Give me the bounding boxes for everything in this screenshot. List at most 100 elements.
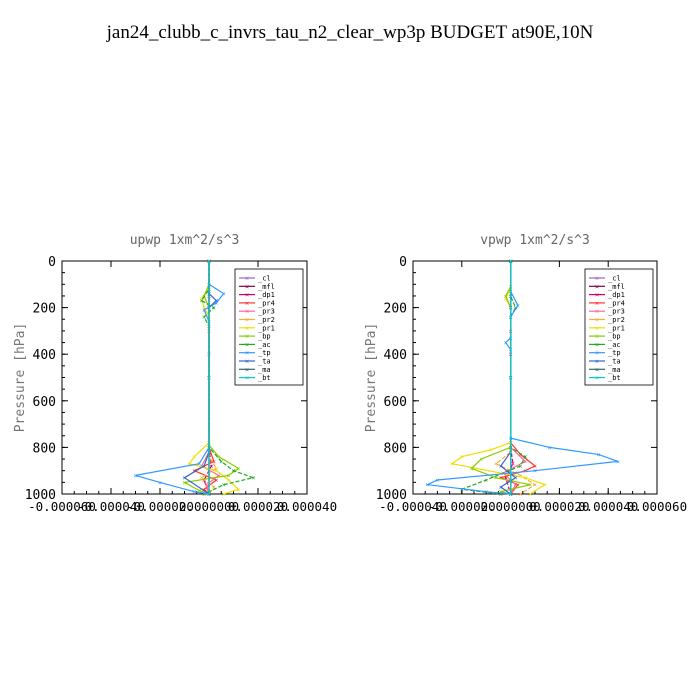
legend-label: _pr4: [258, 299, 275, 307]
series-marker: ×: [214, 477, 218, 485]
series-marker: ×: [484, 477, 488, 485]
series-marker: ×: [197, 460, 201, 468]
legend-marker: ×: [595, 341, 599, 349]
series-marker: ×: [504, 474, 508, 482]
series-marker: ×: [511, 460, 515, 468]
y-tick-label: 600: [384, 395, 407, 410]
series-marker: ×: [207, 491, 211, 499]
series-marker: ×: [489, 446, 493, 454]
series-marker: ×: [214, 465, 218, 473]
series-line-bp: [182, 261, 240, 495]
series-marker: ×: [214, 297, 218, 305]
series-line-ac: [461, 261, 526, 495]
series-marker: ×: [200, 295, 204, 303]
series-marker: ×: [523, 474, 527, 482]
series-marker: ×: [460, 453, 464, 461]
legend-label: _pr4: [608, 299, 625, 307]
legend-label: _mfl: [258, 283, 275, 291]
panel-title: vpwp 1xm^2/s^3: [480, 233, 590, 248]
x-tick-label: -0.000040: [77, 499, 145, 514]
series-marker: ×: [209, 463, 213, 471]
legend-label: _bt: [608, 374, 621, 382]
legend-marker: ×: [595, 283, 599, 291]
series-marker: ×: [499, 488, 503, 496]
series-marker: ×: [207, 491, 211, 499]
legend-box: [584, 268, 654, 386]
series-marker: ×: [523, 458, 527, 466]
legend-label: _tp: [608, 349, 621, 357]
legend-marker: ×: [245, 349, 249, 357]
series-marker: ×: [236, 486, 240, 494]
legend-marker: ×: [245, 374, 249, 382]
legend-label: _cl: [608, 275, 621, 283]
legend-label: _tp: [258, 349, 271, 357]
series-marker: ×: [207, 491, 211, 499]
legend-marker: ×: [595, 275, 599, 283]
y-tick-label: 200: [33, 302, 56, 317]
series-marker: ×: [508, 491, 512, 499]
series-marker: ×: [508, 491, 512, 499]
series-line-pr1: [188, 261, 240, 495]
y-tick-label: 800: [33, 441, 56, 456]
series-marker: ×: [596, 451, 600, 459]
series-marker: ×: [207, 491, 211, 499]
legend-marker: ×: [245, 366, 249, 374]
series-marker: ×: [518, 463, 522, 471]
legend-marker: ×: [595, 366, 599, 374]
legend-marker: ×: [595, 324, 599, 332]
x-tick-label: 0.000020: [529, 499, 589, 514]
series-marker: ×: [504, 292, 508, 300]
legend-label: _ac: [608, 341, 621, 349]
series-marker: ×: [518, 451, 522, 459]
series-marker: ×: [426, 481, 430, 489]
legend-marker: ×: [595, 374, 599, 382]
legend-label: _bp: [608, 333, 621, 341]
legend-marker: ×: [245, 358, 249, 366]
series-marker: ×: [251, 474, 255, 482]
series-marker: ×: [616, 458, 620, 466]
series-marker: ×: [182, 474, 186, 482]
series-marker: ×: [158, 479, 162, 487]
series-marker: ×: [450, 460, 454, 468]
series-marker: ×: [231, 467, 235, 475]
series-marker: ×: [202, 304, 206, 312]
series-marker: ×: [192, 488, 196, 496]
legend-label: _ma: [608, 366, 621, 374]
legend-label: _mfl: [608, 283, 625, 291]
y-axis-label: Pressure [hPa]: [364, 323, 379, 433]
legend-marker: ×: [595, 316, 599, 324]
series-marker: ×: [226, 472, 230, 480]
legend-marker: ×: [245, 283, 249, 291]
series-marker: ×: [207, 491, 211, 499]
series-marker: ×: [202, 486, 206, 494]
legend-marker: ×: [245, 299, 249, 307]
series-line-pr1: [450, 261, 547, 495]
legend-label: _ta: [258, 358, 271, 366]
series-marker: ×: [214, 299, 218, 307]
series-marker: ×: [504, 339, 508, 347]
series-marker: ×: [508, 491, 512, 499]
legend-label: _ta: [608, 358, 621, 366]
series-line-bp: [470, 261, 531, 495]
legend-marker: ×: [595, 299, 599, 307]
x-tick-label: -0.000060: [28, 499, 96, 514]
series-marker: ×: [222, 290, 226, 298]
series-marker: ×: [207, 491, 211, 499]
series-marker: ×: [508, 491, 512, 499]
series-marker: ×: [207, 491, 211, 499]
x-tick-label: 0.000060: [627, 499, 687, 514]
series-marker: ×: [202, 313, 206, 321]
series-marker: ×: [212, 458, 216, 466]
legend-marker: ×: [595, 333, 599, 341]
series-marker: ×: [508, 491, 512, 499]
series-marker: ×: [518, 472, 522, 480]
legend-marker: ×: [245, 275, 249, 283]
series-marker: ×: [523, 453, 527, 461]
legend-marker: ×: [245, 316, 249, 324]
series-marker: ×: [518, 491, 522, 499]
series-marker: ×: [212, 484, 216, 492]
series-marker: ×: [217, 453, 221, 461]
series-marker: ×: [133, 472, 137, 480]
series-marker: ×: [508, 258, 512, 266]
